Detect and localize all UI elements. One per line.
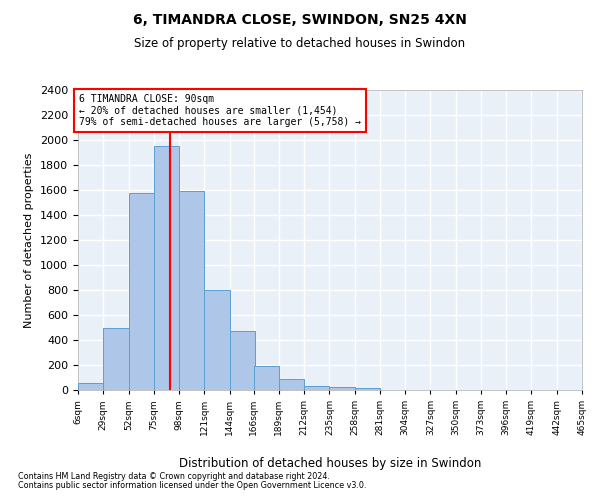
Bar <box>304 386 329 390</box>
Bar <box>355 388 380 390</box>
Text: Contains public sector information licensed under the Open Government Licence v3: Contains public sector information licen… <box>18 481 367 490</box>
Bar <box>154 146 179 390</box>
Bar <box>179 191 204 390</box>
Text: 6 TIMANDRA CLOSE: 90sqm
← 20% of detached houses are smaller (1,454)
79% of semi: 6 TIMANDRA CLOSE: 90sqm ← 20% of detache… <box>79 94 361 127</box>
Text: Size of property relative to detached houses in Swindon: Size of property relative to detached ho… <box>134 38 466 51</box>
Bar <box>279 379 304 390</box>
Bar <box>230 330 255 390</box>
Bar <box>78 382 103 390</box>
Text: Distribution of detached houses by size in Swindon: Distribution of detached houses by size … <box>179 458 481 470</box>
Bar <box>329 387 355 390</box>
Y-axis label: Number of detached properties: Number of detached properties <box>25 152 34 328</box>
Text: 6, TIMANDRA CLOSE, SWINDON, SN25 4XN: 6, TIMANDRA CLOSE, SWINDON, SN25 4XN <box>133 12 467 26</box>
Bar <box>128 192 154 390</box>
Bar <box>254 366 279 390</box>
Bar <box>204 290 230 390</box>
Text: Contains HM Land Registry data © Crown copyright and database right 2024.: Contains HM Land Registry data © Crown c… <box>18 472 330 481</box>
Bar <box>103 328 128 390</box>
